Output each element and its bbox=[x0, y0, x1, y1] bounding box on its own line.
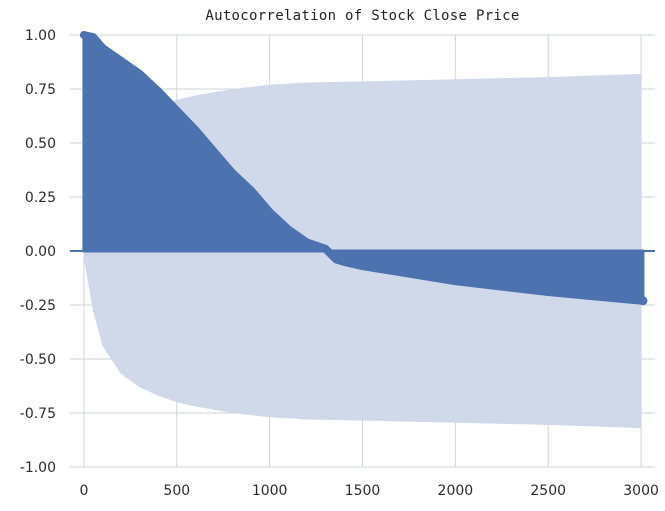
y-tick-label: -0.75 bbox=[20, 406, 56, 422]
y-tick-label: -1.00 bbox=[20, 460, 56, 476]
x-tick-label: 0 bbox=[79, 483, 88, 499]
y-tick-label: 0.00 bbox=[25, 244, 56, 260]
x-tick-label: 500 bbox=[163, 483, 190, 499]
y-axis-tick-labels: 1.00 0.75 0.50 0.25 0.00 -0.25 -0.50 -0.75 -1.00 bbox=[20, 28, 56, 476]
y-tick-label: 1.00 bbox=[25, 28, 56, 44]
x-tick-label: 1000 bbox=[252, 483, 288, 499]
y-tick-label: 0.50 bbox=[25, 136, 56, 152]
y-tick-label: 0.25 bbox=[25, 190, 56, 206]
x-tick-label: 3000 bbox=[623, 483, 659, 499]
acf-marker-trace bbox=[79, 31, 647, 305]
x-tick-label: 1500 bbox=[345, 483, 381, 499]
acf-last-point bbox=[638, 296, 648, 306]
x-tick-label: 2500 bbox=[530, 483, 566, 499]
x-tick-label: 2000 bbox=[438, 483, 474, 499]
y-tick-label: -0.50 bbox=[20, 352, 56, 368]
y-tick-label: 0.75 bbox=[25, 82, 56, 98]
acf-series-layer bbox=[70, 31, 655, 306]
chart-title: Autocorrelation of Stock Close Price bbox=[205, 8, 520, 24]
y-tick-label: -0.25 bbox=[20, 298, 56, 314]
x-axis-tick-labels: 0 500 1000 1500 2000 2500 3000 bbox=[79, 483, 658, 499]
